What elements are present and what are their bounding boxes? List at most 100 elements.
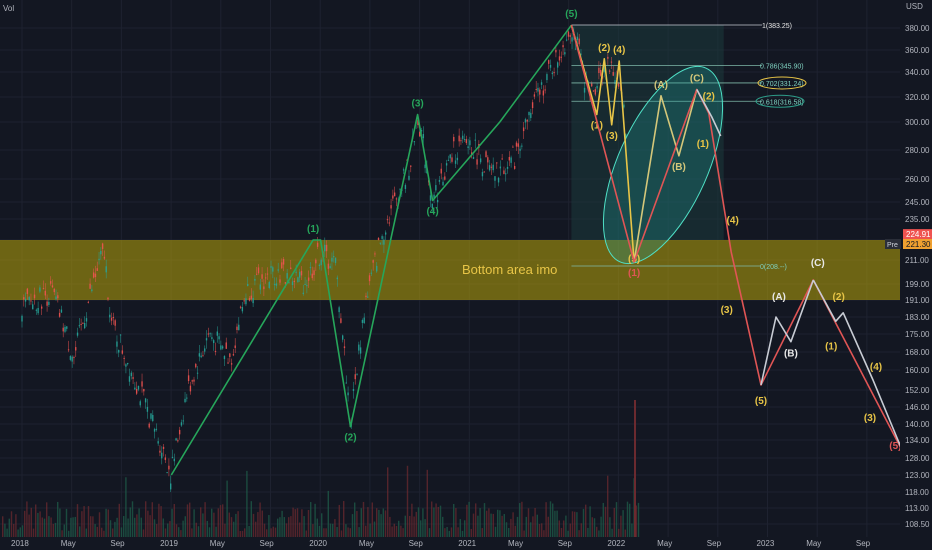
volume-bar — [72, 517, 74, 537]
candle-body — [82, 322, 84, 324]
volume-bar — [545, 502, 547, 537]
wave-label: (1) — [307, 224, 319, 235]
candle-body — [614, 80, 616, 85]
candle-body — [358, 344, 360, 351]
volume-bar — [101, 527, 103, 537]
volume-bar — [46, 502, 48, 537]
wave-label: (B) — [784, 349, 798, 360]
volume-bar — [83, 506, 85, 537]
volume-bar — [327, 490, 329, 537]
candle-body — [41, 306, 43, 309]
volume-bar — [81, 511, 83, 537]
candle-body — [109, 314, 111, 318]
wave-label: (5) — [755, 396, 767, 407]
volume-bar — [142, 529, 145, 537]
volume-bar — [615, 502, 618, 537]
volume-bar — [123, 516, 125, 537]
volume-bar — [257, 512, 259, 537]
volume-bar — [358, 527, 360, 537]
candle-body — [565, 39, 568, 41]
candle-body — [128, 376, 131, 382]
volume-bar — [147, 510, 149, 537]
volume-bar — [351, 514, 354, 537]
candle-body — [67, 349, 70, 351]
candle-body — [225, 342, 227, 349]
x-tick-label: Sep — [558, 539, 573, 548]
volume-bar — [272, 526, 274, 537]
volume-bar — [107, 509, 109, 537]
volume-bar — [301, 509, 303, 537]
y-tick-label: 199.00 — [905, 280, 930, 289]
candle-body — [148, 423, 150, 428]
volume-bar — [32, 528, 35, 537]
candle-body — [384, 232, 387, 235]
candle-body — [334, 257, 337, 263]
volume-bar — [241, 530, 244, 537]
candle-body — [361, 319, 364, 323]
candle-body — [141, 381, 143, 387]
wave-line — [633, 89, 698, 263]
volume-bar — [94, 524, 96, 537]
candle-body — [166, 472, 168, 474]
volume-bar — [499, 510, 501, 537]
candle-body — [467, 146, 469, 148]
volume-bar — [589, 506, 591, 537]
volume-bar — [323, 528, 325, 537]
volume-bar — [158, 503, 160, 537]
volume-bar — [492, 513, 494, 537]
volume-bar — [76, 504, 79, 537]
x-tick-label: Sep — [110, 539, 125, 548]
y-tick-label: 175.00 — [905, 330, 930, 339]
volume-bar — [145, 501, 147, 537]
candle-body — [370, 272, 373, 274]
candle-body — [598, 67, 600, 74]
candle-body — [220, 345, 222, 350]
candle-body — [306, 285, 308, 287]
candle-body — [356, 373, 358, 375]
volume-bar — [604, 506, 607, 537]
volume-bar — [329, 523, 332, 537]
candle-body — [196, 372, 199, 374]
candle-body — [492, 164, 494, 171]
volume-bar — [459, 519, 461, 537]
candle-body — [304, 284, 306, 286]
candle-body — [465, 139, 468, 144]
volume-bar — [305, 530, 307, 537]
volume-spike — [634, 400, 636, 537]
volume-bar — [239, 530, 241, 537]
candle-body — [261, 274, 263, 279]
candle-body — [496, 162, 498, 164]
volume-bar — [318, 525, 321, 537]
candle-body — [254, 278, 256, 281]
candle-body — [562, 45, 564, 48]
candle-body — [442, 181, 444, 186]
y-tick-label: 235.00 — [905, 215, 930, 224]
volume-bar — [195, 522, 197, 537]
candle-body — [119, 334, 122, 336]
candle-body — [232, 354, 235, 356]
candle-body — [607, 56, 609, 59]
x-tick-label: May — [657, 539, 672, 548]
volume-bar — [571, 511, 574, 537]
volume-bar — [2, 516, 4, 537]
wave-label: (2) — [344, 433, 356, 444]
volume-bar — [193, 509, 195, 537]
candle-body — [221, 346, 224, 349]
volume-bar — [70, 517, 72, 537]
volume-bar — [378, 509, 380, 537]
candle-body — [513, 166, 516, 169]
candle-body — [458, 135, 460, 142]
volume-bar — [235, 513, 237, 537]
volume-bar — [164, 528, 167, 537]
volume-bar — [112, 528, 114, 537]
volume-bar — [288, 517, 290, 537]
candle-body — [469, 140, 471, 146]
candle-body — [522, 127, 525, 132]
candle-body — [315, 259, 317, 264]
volume-bar — [519, 503, 521, 537]
candle-body — [531, 102, 534, 109]
last-price-value: 224.91 — [906, 230, 931, 239]
candle-body — [114, 320, 116, 326]
candle-body — [386, 219, 389, 221]
